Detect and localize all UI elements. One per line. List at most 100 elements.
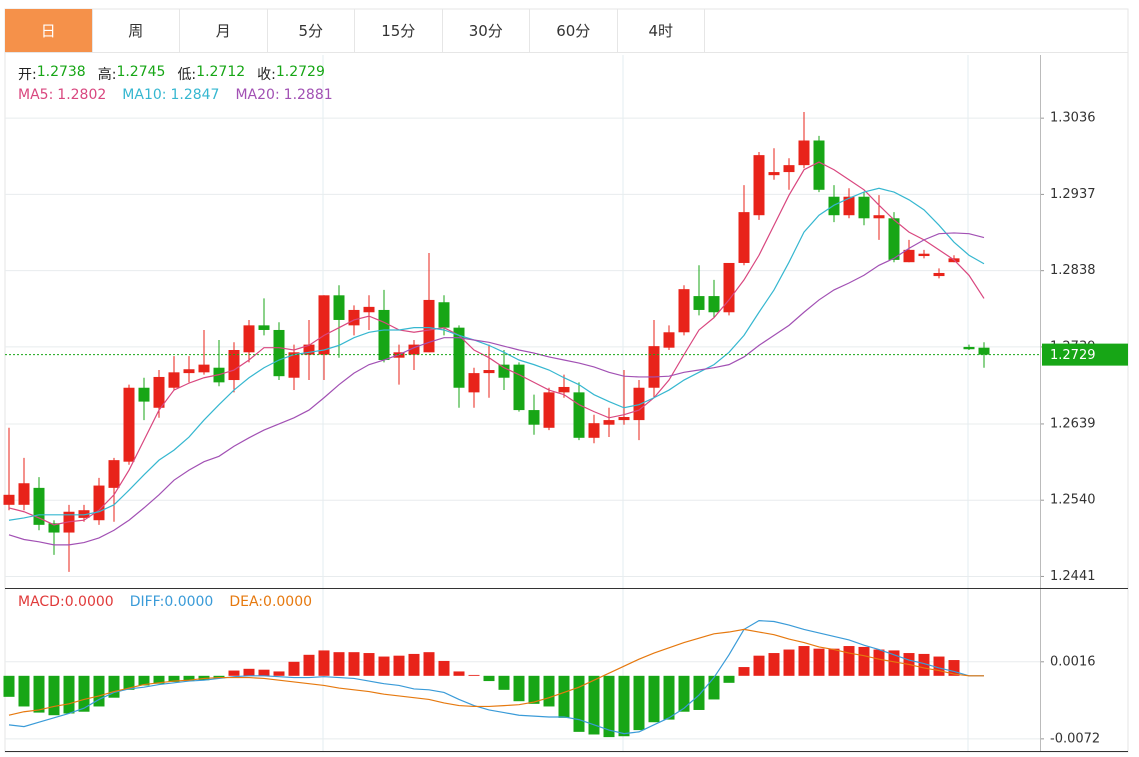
current-price-box xyxy=(1042,343,1128,366)
tab[interactable]: 周 xyxy=(93,9,180,52)
macd-bar xyxy=(948,660,960,676)
tab[interactable]: 15分 xyxy=(355,9,443,52)
macd-bar xyxy=(138,675,150,686)
candle-body xyxy=(273,329,285,377)
ohlc-label: 高: xyxy=(97,67,117,83)
macd-bar xyxy=(33,675,45,713)
current-price-label: 1.2729 xyxy=(1050,348,1096,363)
macd-bar xyxy=(333,652,345,676)
macd-bar xyxy=(603,675,615,738)
macd-legend-name: DIFF: xyxy=(129,594,165,610)
candle-body xyxy=(18,483,30,505)
macd-bar xyxy=(543,675,555,707)
candle-body xyxy=(3,494,15,505)
macd-bar xyxy=(618,675,630,737)
macd-bar xyxy=(363,653,375,676)
candle-body xyxy=(588,423,600,438)
ohlc-legend: 开: 1.2738 高: 1.2745 低: 1.2712 收: 1.2729 xyxy=(18,64,337,84)
ma-legend-name: MA5: xyxy=(18,87,54,103)
macd-legend: MACD: 0.0000 DIFF: 0.0000 DEA: 0.0000 xyxy=(18,594,328,610)
macd-bar xyxy=(528,675,540,704)
macd-bar xyxy=(78,675,90,712)
candle-body xyxy=(453,327,465,388)
candle-body xyxy=(48,523,60,533)
macd-bar xyxy=(738,667,750,676)
macd-bar xyxy=(288,661,300,676)
candle-body xyxy=(123,387,135,462)
candle-body xyxy=(288,352,300,378)
tab[interactable]: 日 xyxy=(5,9,93,52)
macd-bar xyxy=(318,650,330,676)
macd-bar xyxy=(303,654,315,676)
macd-bar xyxy=(18,675,30,707)
candle-body xyxy=(363,306,375,313)
macd-bar xyxy=(648,675,660,723)
candle-body xyxy=(768,172,780,176)
macd-bar xyxy=(768,653,780,676)
ohlc-label: 收: xyxy=(257,67,276,83)
tab[interactable]: 月 xyxy=(180,9,268,52)
candle-body xyxy=(963,346,975,350)
tab[interactable]: 30分 xyxy=(443,9,530,52)
macd-legend-name: DEA: xyxy=(229,594,264,610)
candle-body xyxy=(618,417,630,421)
macd-line xyxy=(8,620,984,735)
macd-bar xyxy=(393,655,405,676)
candle-body xyxy=(933,272,945,277)
y-tick-label: -0.0072 xyxy=(1050,731,1100,746)
tab[interactable]: 60分 xyxy=(530,9,618,52)
candle-body xyxy=(573,392,585,438)
macd-bar xyxy=(693,675,705,710)
y-tick-label: 0.0016 xyxy=(1050,654,1096,669)
candle-body xyxy=(633,387,645,421)
candle-body xyxy=(693,296,705,310)
y-tick-label: 1.3036 xyxy=(1050,111,1096,126)
candle-body xyxy=(828,196,840,216)
y-tick-label: 1.2639 xyxy=(1050,416,1096,431)
macd-bar xyxy=(678,675,690,712)
candle-body xyxy=(258,325,270,330)
macd-bar xyxy=(3,675,15,697)
candle-body xyxy=(228,349,240,381)
candle-body xyxy=(303,344,315,355)
macd-bar xyxy=(873,649,885,676)
macd-legend-value: 0.0000 xyxy=(263,594,313,610)
candle-body xyxy=(498,364,510,378)
ohlc-label: 开: xyxy=(18,67,37,83)
macd-bar xyxy=(228,670,240,676)
macd-bar xyxy=(168,675,180,682)
macd-bar xyxy=(273,671,285,676)
candle-body xyxy=(78,510,90,518)
macd-bar xyxy=(63,675,75,714)
candle-body xyxy=(783,165,795,173)
candle-body xyxy=(798,140,810,166)
tab[interactable]: 5分 xyxy=(268,9,355,52)
candle-body xyxy=(153,376,165,408)
candle-body xyxy=(543,392,555,428)
macd-bar xyxy=(258,669,270,676)
macd-bar xyxy=(798,646,810,676)
candle-body xyxy=(408,344,420,355)
candle-body xyxy=(93,485,105,521)
candle-body xyxy=(318,295,330,355)
macd-line xyxy=(8,628,984,716)
candle-body xyxy=(708,296,720,313)
macd-bar xyxy=(783,649,795,676)
axis: 1.24411.25401.26391.27391.28381.29371.30… xyxy=(1040,111,1128,746)
macd-bar xyxy=(93,675,105,707)
macd-bar xyxy=(453,671,465,676)
candle-body xyxy=(873,215,885,219)
macd-bar xyxy=(183,675,195,682)
macd-bar xyxy=(438,660,450,676)
macd-bar xyxy=(558,675,570,718)
candle-body xyxy=(198,364,210,373)
macd-bar xyxy=(933,656,945,676)
tab[interactable]: 4时 xyxy=(618,9,705,52)
candle-body xyxy=(558,386,570,393)
macd-bar xyxy=(498,675,510,690)
candle-body xyxy=(723,262,735,313)
candle-body xyxy=(648,346,660,388)
ma-line xyxy=(8,232,985,546)
candle-body xyxy=(888,218,900,260)
marks xyxy=(3,111,1040,738)
